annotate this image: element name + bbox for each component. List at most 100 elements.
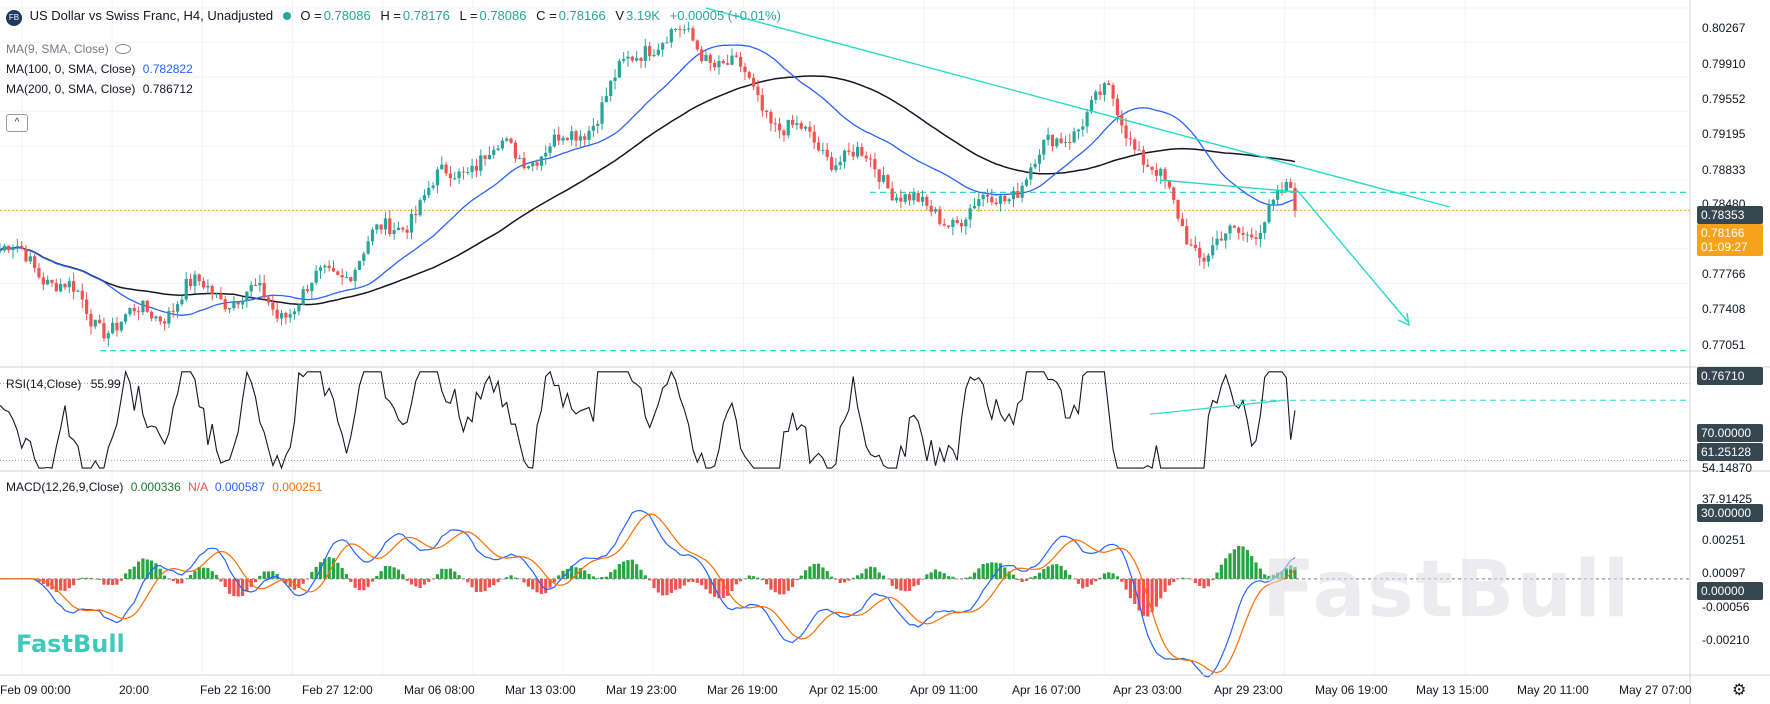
low-label: L = xyxy=(459,8,478,23)
candle-body xyxy=(1245,234,1249,236)
candle-body xyxy=(54,282,58,292)
macd-histogram-bar xyxy=(271,571,275,579)
macd-histogram-bar xyxy=(1250,556,1254,579)
candle-body xyxy=(470,165,474,173)
candle-body xyxy=(964,219,968,227)
macd-histogram-bar xyxy=(808,566,812,579)
rsi-value: 55.99 xyxy=(90,377,121,391)
candle-body xyxy=(80,290,84,300)
macd-histogram-bar xyxy=(461,578,466,579)
macd-histogram-bar xyxy=(539,578,543,594)
candle-body xyxy=(860,147,864,156)
time-tick: Mar 26 19:00 xyxy=(707,683,778,697)
macd-histogram-bar xyxy=(829,576,834,579)
symbol-title[interactable]: US Dollar vs Swiss Franc, H4, Unadjusted xyxy=(29,8,274,23)
candle-body xyxy=(1232,225,1236,228)
macd-histogram-bar xyxy=(188,575,193,579)
candle-body xyxy=(124,314,128,322)
candle-body xyxy=(422,195,427,201)
candle-body xyxy=(1063,142,1068,144)
macd-histogram-bar xyxy=(578,568,582,579)
candle-body xyxy=(180,299,184,305)
candle-body xyxy=(20,245,24,249)
candle-body xyxy=(769,111,773,124)
macd-histogram-bar xyxy=(656,578,660,593)
macd-line-value: 0.000587 xyxy=(214,480,265,494)
price-tick: 0.79195 xyxy=(1702,127,1746,141)
candle-body xyxy=(1215,238,1219,246)
macd-histogram-bar xyxy=(340,567,344,579)
macd-histogram-bar xyxy=(708,578,712,594)
macd-histogram-bar xyxy=(210,571,214,579)
macd-histogram-bar xyxy=(886,578,890,580)
candle-body xyxy=(444,164,448,174)
macd-histogram-bar xyxy=(349,578,353,583)
rsi-line xyxy=(0,369,1296,470)
candle-body xyxy=(1016,190,1020,198)
rsi-legend[interactable]: RSI(14,Close) 55.99 xyxy=(6,377,121,391)
macd-histogram-bar xyxy=(1180,577,1184,579)
candle-body xyxy=(1146,164,1150,167)
candle-body xyxy=(1185,226,1189,245)
macd-histogram-bar xyxy=(167,578,171,580)
macd-histogram-bar xyxy=(184,578,188,579)
chart-header: FB US Dollar vs Swiss Franc, H4, Unadjus… xyxy=(6,8,787,26)
candle-body xyxy=(847,150,851,152)
macd-histogram-bar xyxy=(548,578,552,588)
ma200-label: MA(200, 0, SMA, Close) xyxy=(6,82,136,96)
candle-body xyxy=(323,265,327,268)
macd-histogram-bar xyxy=(249,578,253,587)
macd-histogram-bar xyxy=(396,569,401,579)
macd-histogram-bar xyxy=(93,578,97,580)
low-value: 0.78086 xyxy=(479,8,527,23)
macd-histogram-bar xyxy=(1029,577,1033,579)
macd-histogram-bar xyxy=(1068,574,1072,579)
candle-body xyxy=(652,54,656,57)
eye-hidden-icon[interactable] xyxy=(114,44,131,54)
macd-legend[interactable]: MACD(12,26,9,Close) 0.000336 N/A 0.00058… xyxy=(6,480,322,494)
macd-histogram-bar xyxy=(327,557,331,579)
macd-histogram-bar xyxy=(227,578,232,594)
macd-histogram-bar xyxy=(158,568,162,579)
macd-histogram-bar xyxy=(1033,575,1037,579)
macd-tick: -0.00210 xyxy=(1702,633,1750,647)
price-tick: 0.77766 xyxy=(1702,267,1746,281)
candle-body xyxy=(1024,179,1029,186)
candle-body xyxy=(587,130,591,140)
candle-body xyxy=(128,307,132,315)
macd-hist-value: 0.000336 xyxy=(130,480,181,494)
macd-histogram-bar xyxy=(574,567,578,579)
ma200-legend[interactable]: MA(200, 0, SMA, Close) 0.786712 xyxy=(6,82,193,96)
candle-body xyxy=(894,197,899,201)
macd-histogram-bar xyxy=(925,574,929,579)
macd-histogram-bar xyxy=(405,578,409,581)
candle-body xyxy=(635,58,639,61)
macd-histogram-bar xyxy=(1089,578,1094,585)
candle-body xyxy=(1289,181,1293,188)
candle-body xyxy=(959,223,964,227)
candle-body xyxy=(626,56,630,59)
candle-body xyxy=(648,45,652,57)
candle-body xyxy=(7,245,11,251)
macd-histogram-bar xyxy=(1076,578,1081,584)
candle-body xyxy=(310,282,314,292)
macd-histogram-bar xyxy=(1228,553,1232,579)
candle-body xyxy=(890,188,894,201)
macd-histogram-bar xyxy=(448,568,453,579)
time-tick: Apr 29 23:00 xyxy=(1214,683,1283,697)
macd-histogram-bar xyxy=(717,578,721,599)
collapse-legend-button[interactable]: ^ xyxy=(6,114,28,132)
macd-histogram-bar xyxy=(747,575,751,579)
macd-histogram-bar xyxy=(1211,578,1215,581)
ma9-legend[interactable]: MA(9, SMA, Close) xyxy=(6,42,131,56)
ma100-legend[interactable]: MA(100, 0, SMA, Close) 0.782822 xyxy=(6,62,193,76)
candle-body xyxy=(1046,134,1050,140)
candle-body xyxy=(59,283,63,292)
candles xyxy=(0,21,1297,347)
settings-gear-icon[interactable]: ⚙ xyxy=(1732,682,1747,699)
macd-histogram-bar xyxy=(942,573,946,579)
candle-body xyxy=(331,267,336,272)
candle-body xyxy=(85,299,89,314)
